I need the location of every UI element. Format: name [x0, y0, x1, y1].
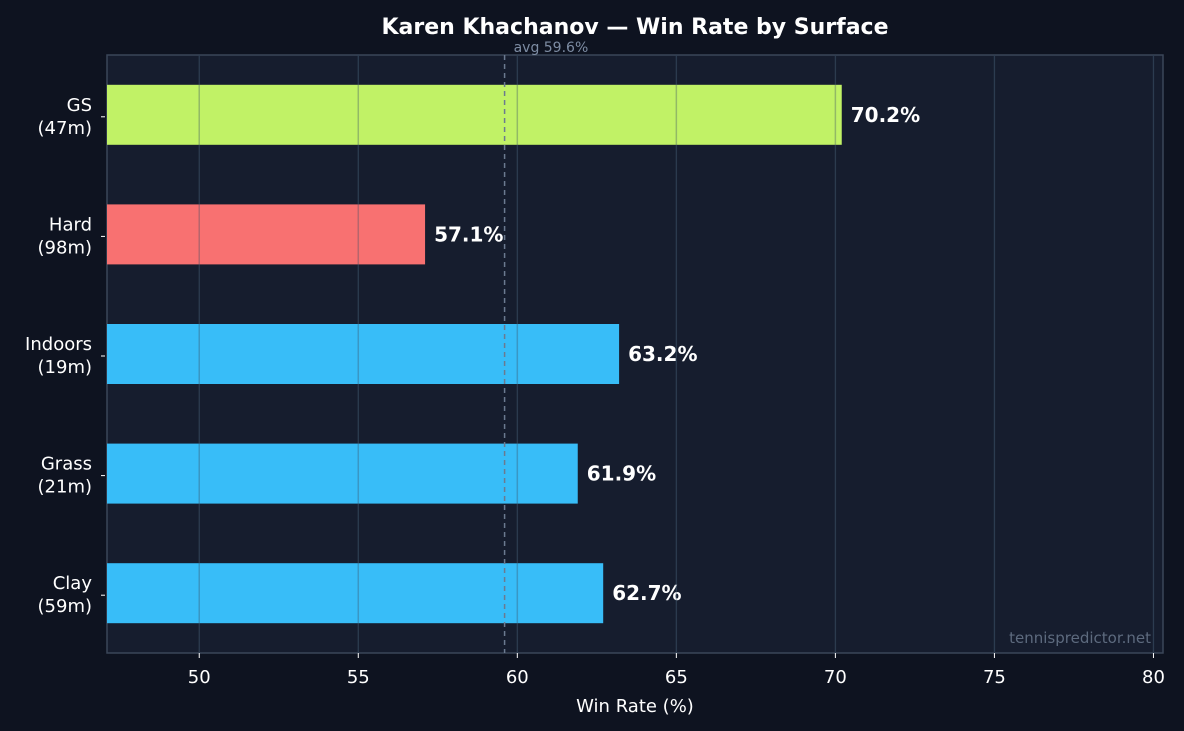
- watermark-text: tennispredictor.net: [1009, 629, 1151, 647]
- category-label: Grass: [41, 454, 92, 475]
- x-tick-label: 65: [665, 667, 688, 688]
- x-tick-label: 80: [1142, 667, 1165, 688]
- category-label: Hard: [49, 214, 92, 235]
- average-label: avg 59.6%: [514, 40, 589, 56]
- bar-value-label: 70.2%: [851, 103, 920, 127]
- bar: [107, 204, 426, 265]
- bar-value-label: 63.2%: [628, 342, 697, 366]
- category-match-count: (19m): [38, 357, 92, 378]
- x-tick-label: 75: [983, 667, 1006, 688]
- x-axis-ticks: 50 55 60 65 70 75 80: [188, 653, 1165, 688]
- x-axis-title: Win Rate (%): [576, 696, 694, 717]
- category-match-count: (47m): [38, 118, 92, 139]
- bar: [107, 443, 578, 504]
- y-axis-categories: GS(47m) Hard(98m) Indoors(19m) Grass(21m) Cl…: [25, 95, 105, 617]
- x-tick-label: 55: [347, 667, 370, 688]
- bar: [107, 563, 604, 624]
- bar: [107, 324, 620, 384]
- grid-lines: [198, 55, 1154, 653]
- category-label: GS: [67, 95, 92, 116]
- bars: 70.2% 57.1% 63.2% 61.9% 62.7%: [107, 55, 1155, 653]
- chart-title: Karen Khachanov — Win Rate by Surface: [381, 15, 888, 40]
- bar-value-label: 61.9%: [587, 462, 656, 486]
- x-tick-label: 50: [188, 667, 211, 688]
- x-tick-label: 70: [824, 667, 847, 688]
- category-label: Clay: [53, 573, 93, 594]
- bar-value-label: 57.1%: [434, 222, 503, 246]
- bar: [107, 84, 842, 145]
- category-match-count: (59m): [38, 596, 92, 617]
- x-tick-label: 60: [506, 667, 529, 688]
- category-label: Indoors: [25, 334, 92, 355]
- bar-value-label: 62.7%: [612, 581, 681, 605]
- average-marker: avg 59.6%: [503, 40, 589, 653]
- category-match-count: (21m): [38, 477, 92, 498]
- category-match-count: (98m): [38, 237, 92, 258]
